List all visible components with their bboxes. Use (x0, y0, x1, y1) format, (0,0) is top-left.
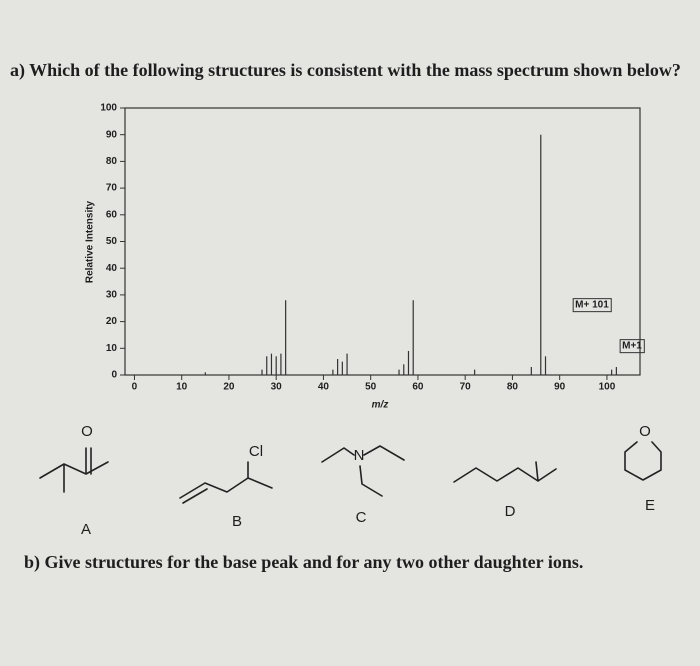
x-tick-label: 80 (507, 382, 519, 393)
structure-e (624, 441, 662, 481)
question-b: b) Give structures for the base peak and… (24, 552, 583, 573)
x-tick-label: 0 (132, 382, 138, 393)
atom-label: O (639, 423, 651, 440)
question-a: a) Which of the following structures is … (10, 60, 681, 81)
x-axis-label: m/z (372, 400, 389, 411)
annotation: M+1 (622, 341, 642, 352)
y-axis-label: Relative Intensity (85, 200, 96, 283)
structure-c (321, 445, 405, 497)
y-tick-label: 10 (106, 343, 118, 354)
atom-label: O (81, 423, 93, 440)
plot-frame (124, 107, 641, 376)
y-tick-label: 80 (106, 156, 118, 167)
structure-b (179, 461, 273, 504)
structure-label: B (232, 513, 242, 530)
y-tick-label: 70 (106, 183, 118, 194)
y-tick-label: 90 (106, 129, 118, 140)
y-tick-label: 40 (106, 263, 118, 274)
y-tick-label: 60 (106, 209, 118, 220)
x-tick-label: 70 (460, 382, 472, 393)
y-tick-label: 100 (100, 103, 117, 114)
structure-label: C (356, 509, 367, 526)
x-tick-label: 30 (271, 382, 283, 393)
y-tick-label: 30 (106, 290, 118, 301)
y-tick-label: 20 (106, 316, 118, 327)
x-tick-label: 50 (365, 382, 377, 393)
x-tick-label: 100 (599, 382, 616, 393)
structure-a (39, 447, 109, 493)
atom-label: N (354, 447, 365, 464)
x-tick-label: 90 (554, 382, 566, 393)
annotation-box (572, 298, 612, 313)
x-tick-label: 40 (318, 382, 330, 393)
y-tick-label: 50 (106, 236, 118, 247)
atom-label: Cl (249, 443, 263, 460)
annotation: M+ 101 (575, 300, 609, 311)
structure-d (453, 461, 557, 483)
x-tick-label: 10 (176, 382, 188, 393)
y-tick-label: 0 (111, 370, 117, 381)
structure-label: E (645, 497, 655, 514)
structure-label: D (505, 503, 516, 520)
x-tick-label: 60 (412, 382, 424, 393)
structure-label: A (81, 521, 91, 538)
x-tick-label: 20 (223, 382, 235, 393)
annotation-box (619, 339, 645, 354)
structures (39, 441, 662, 504)
